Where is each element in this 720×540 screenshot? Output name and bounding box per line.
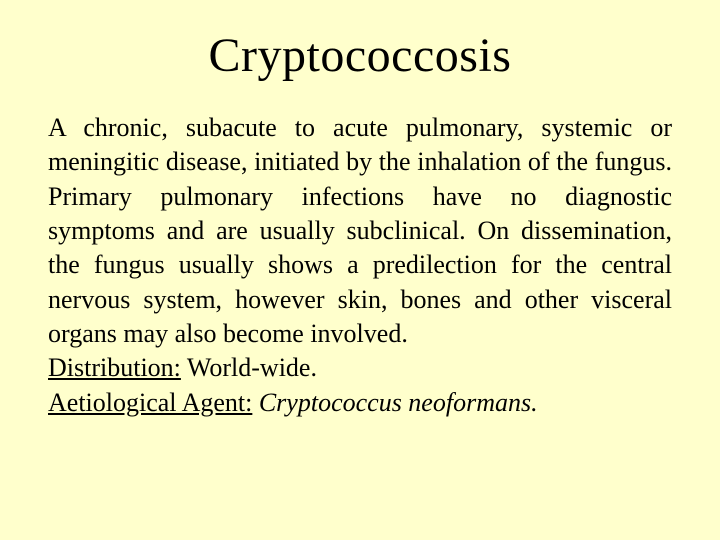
description-text: A chronic, subacute to acute pulmonary, … [48, 113, 672, 348]
slide-body: A chronic, subacute to acute pulmonary, … [48, 111, 672, 420]
agent-label: Aetiological Agent: [48, 388, 252, 417]
agent-value: Cryptococcus neoformans. [252, 388, 537, 417]
distribution-label: Distribution: [48, 353, 181, 382]
slide-title: Cryptococcosis [48, 28, 672, 83]
distribution-value: World-wide. [181, 353, 317, 382]
